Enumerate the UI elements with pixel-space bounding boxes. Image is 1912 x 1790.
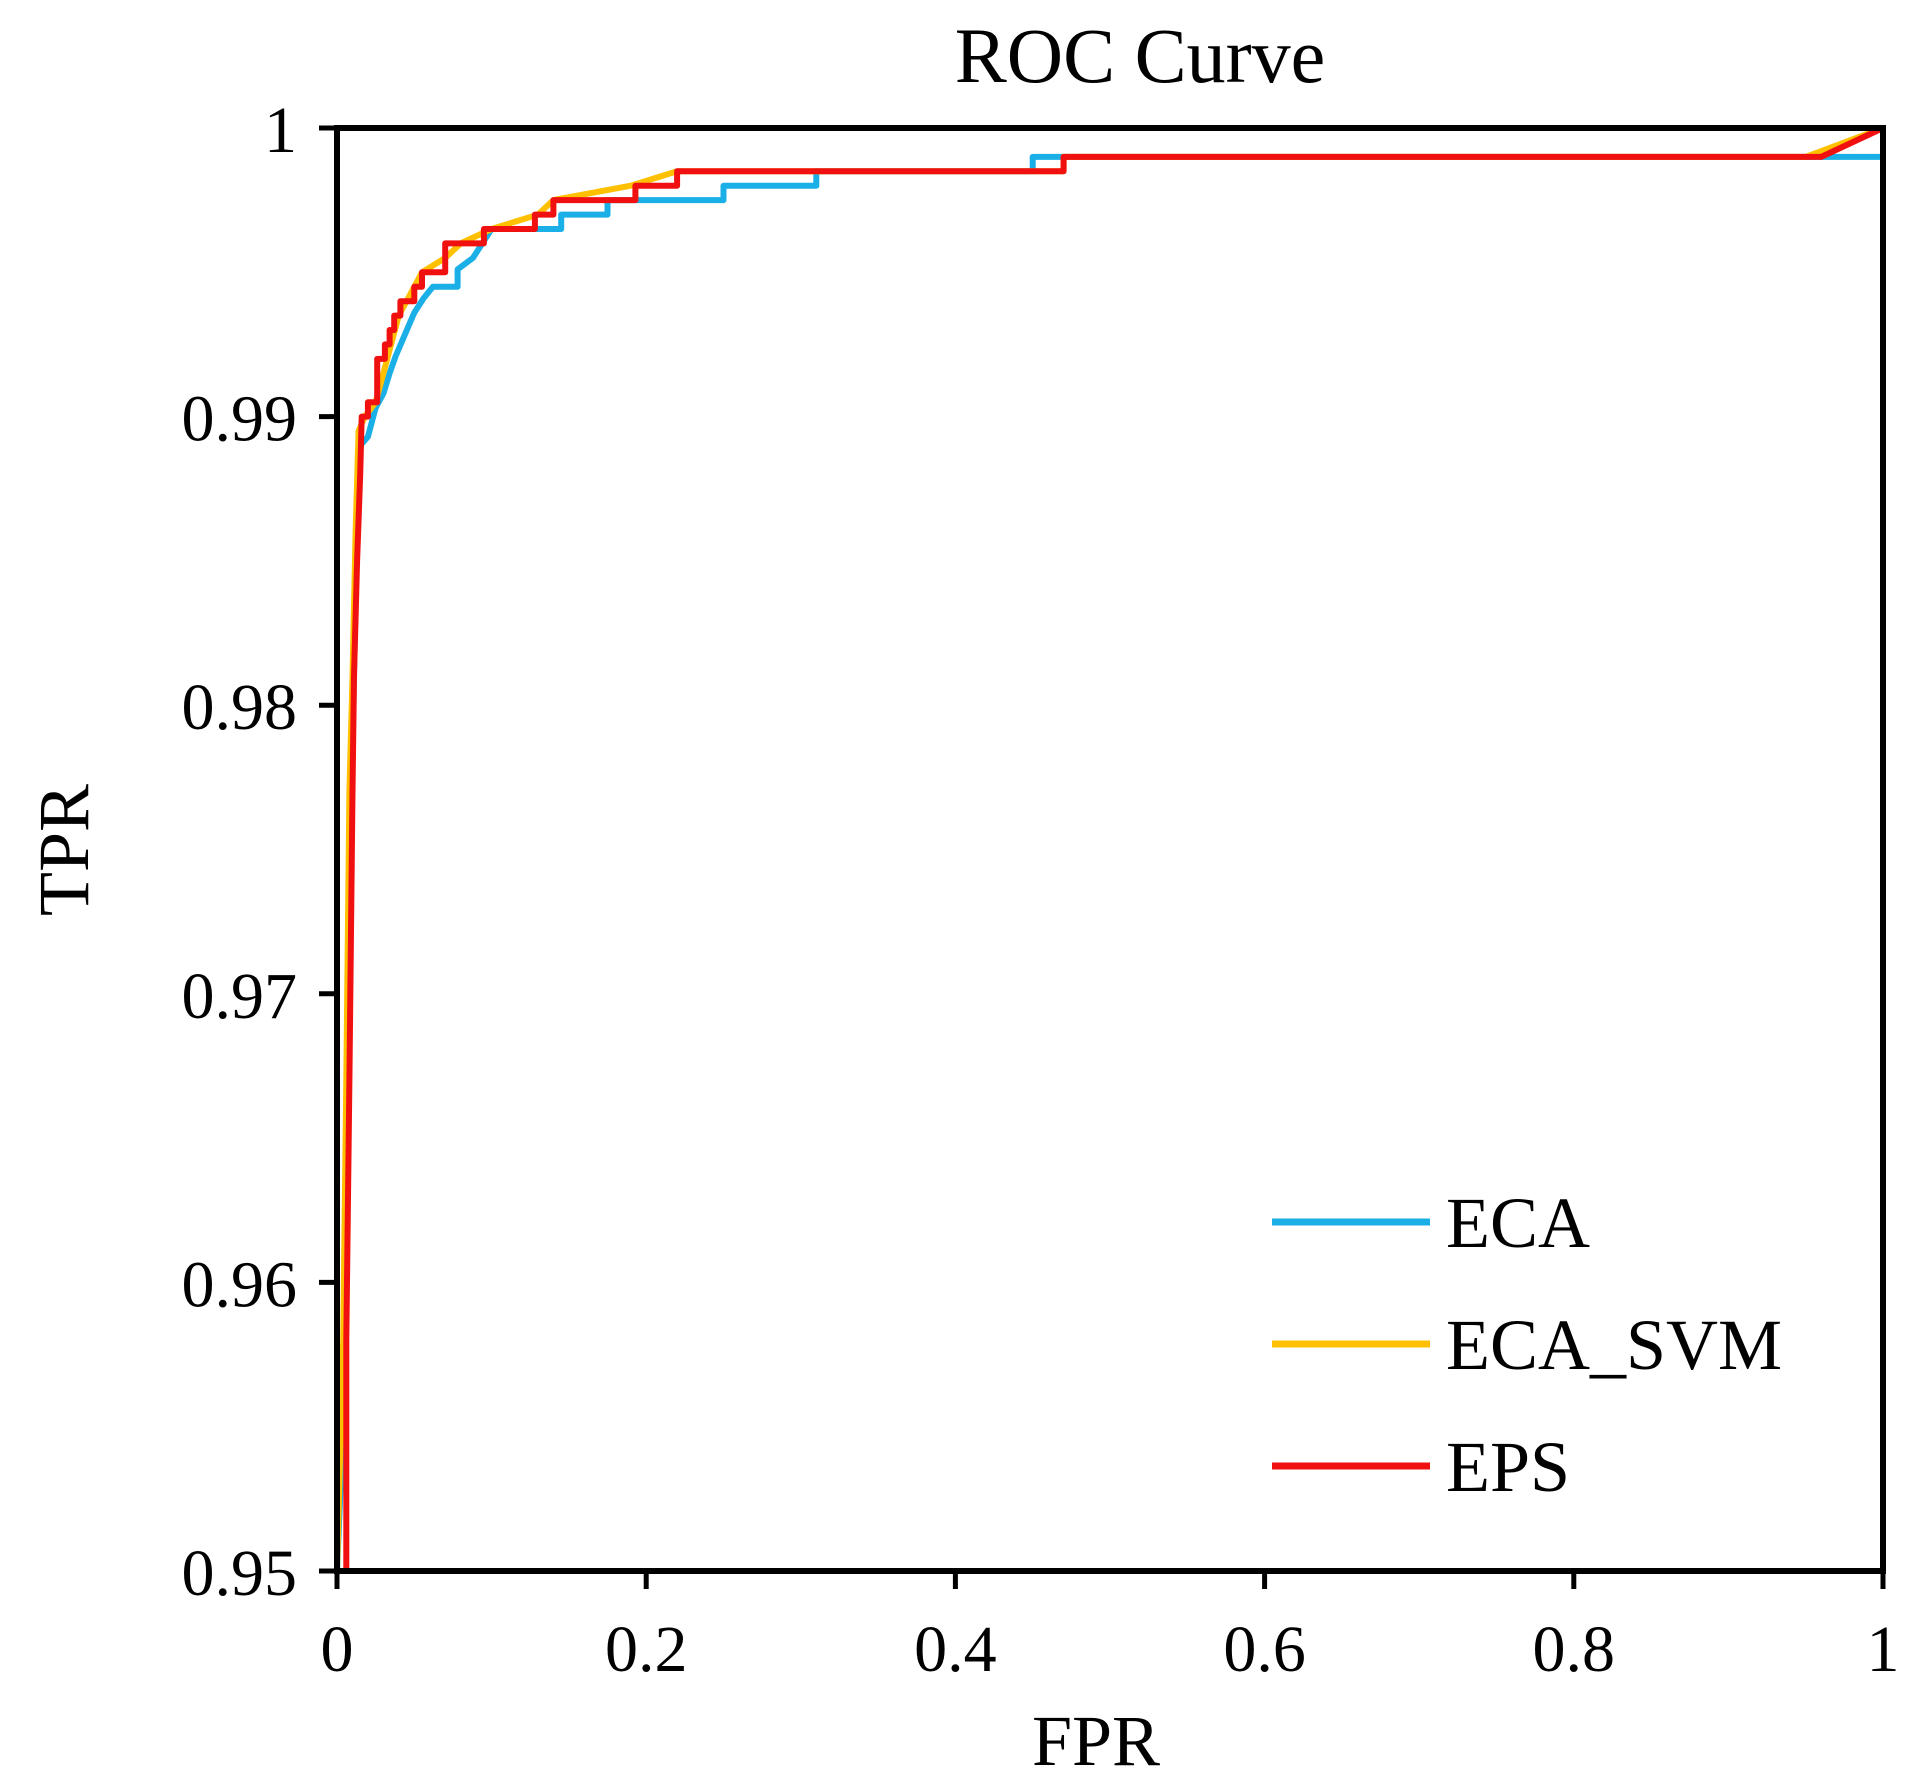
legend-label: ECA bbox=[1446, 1183, 1590, 1263]
x-tick-label: 0 bbox=[321, 1613, 354, 1686]
series-lines bbox=[334, 125, 1886, 1574]
y-tick-label: 0.99 bbox=[182, 383, 298, 456]
x-tick-label: 1 bbox=[1867, 1613, 1900, 1686]
x-tick-label: 0.8 bbox=[1533, 1613, 1616, 1686]
chart-title: ROC Curve bbox=[955, 12, 1326, 99]
x-tick-labels: 0 0.2 0.4 0.6 0.8 1 bbox=[321, 1613, 1900, 1686]
y-tick-label: 0.95 bbox=[182, 1537, 298, 1610]
x-axis-label: FPR bbox=[1032, 1701, 1160, 1781]
x-tick-label: 0.2 bbox=[605, 1613, 688, 1686]
y-tick-label: 0.96 bbox=[182, 1248, 298, 1321]
tick-marks bbox=[319, 125, 1886, 1589]
plot-frame bbox=[334, 125, 1886, 1574]
legend-label: EPS bbox=[1446, 1427, 1570, 1507]
y-axis-label: TPR bbox=[24, 784, 104, 916]
y-tick-label: 1 bbox=[264, 94, 297, 167]
y-tick-labels: 0.95 0.96 0.97 0.98 0.99 1 bbox=[182, 94, 298, 1610]
y-tick-label: 0.97 bbox=[182, 960, 298, 1033]
legend: ECA ECA_SVM EPS bbox=[1272, 1183, 1782, 1507]
legend-label: ECA_SVM bbox=[1446, 1305, 1782, 1385]
x-tick-label: 0.4 bbox=[914, 1613, 997, 1686]
x-tick-label: 0.6 bbox=[1223, 1613, 1306, 1686]
series-line-eps bbox=[343, 125, 1886, 1574]
y-tick-label: 0.98 bbox=[182, 671, 298, 744]
